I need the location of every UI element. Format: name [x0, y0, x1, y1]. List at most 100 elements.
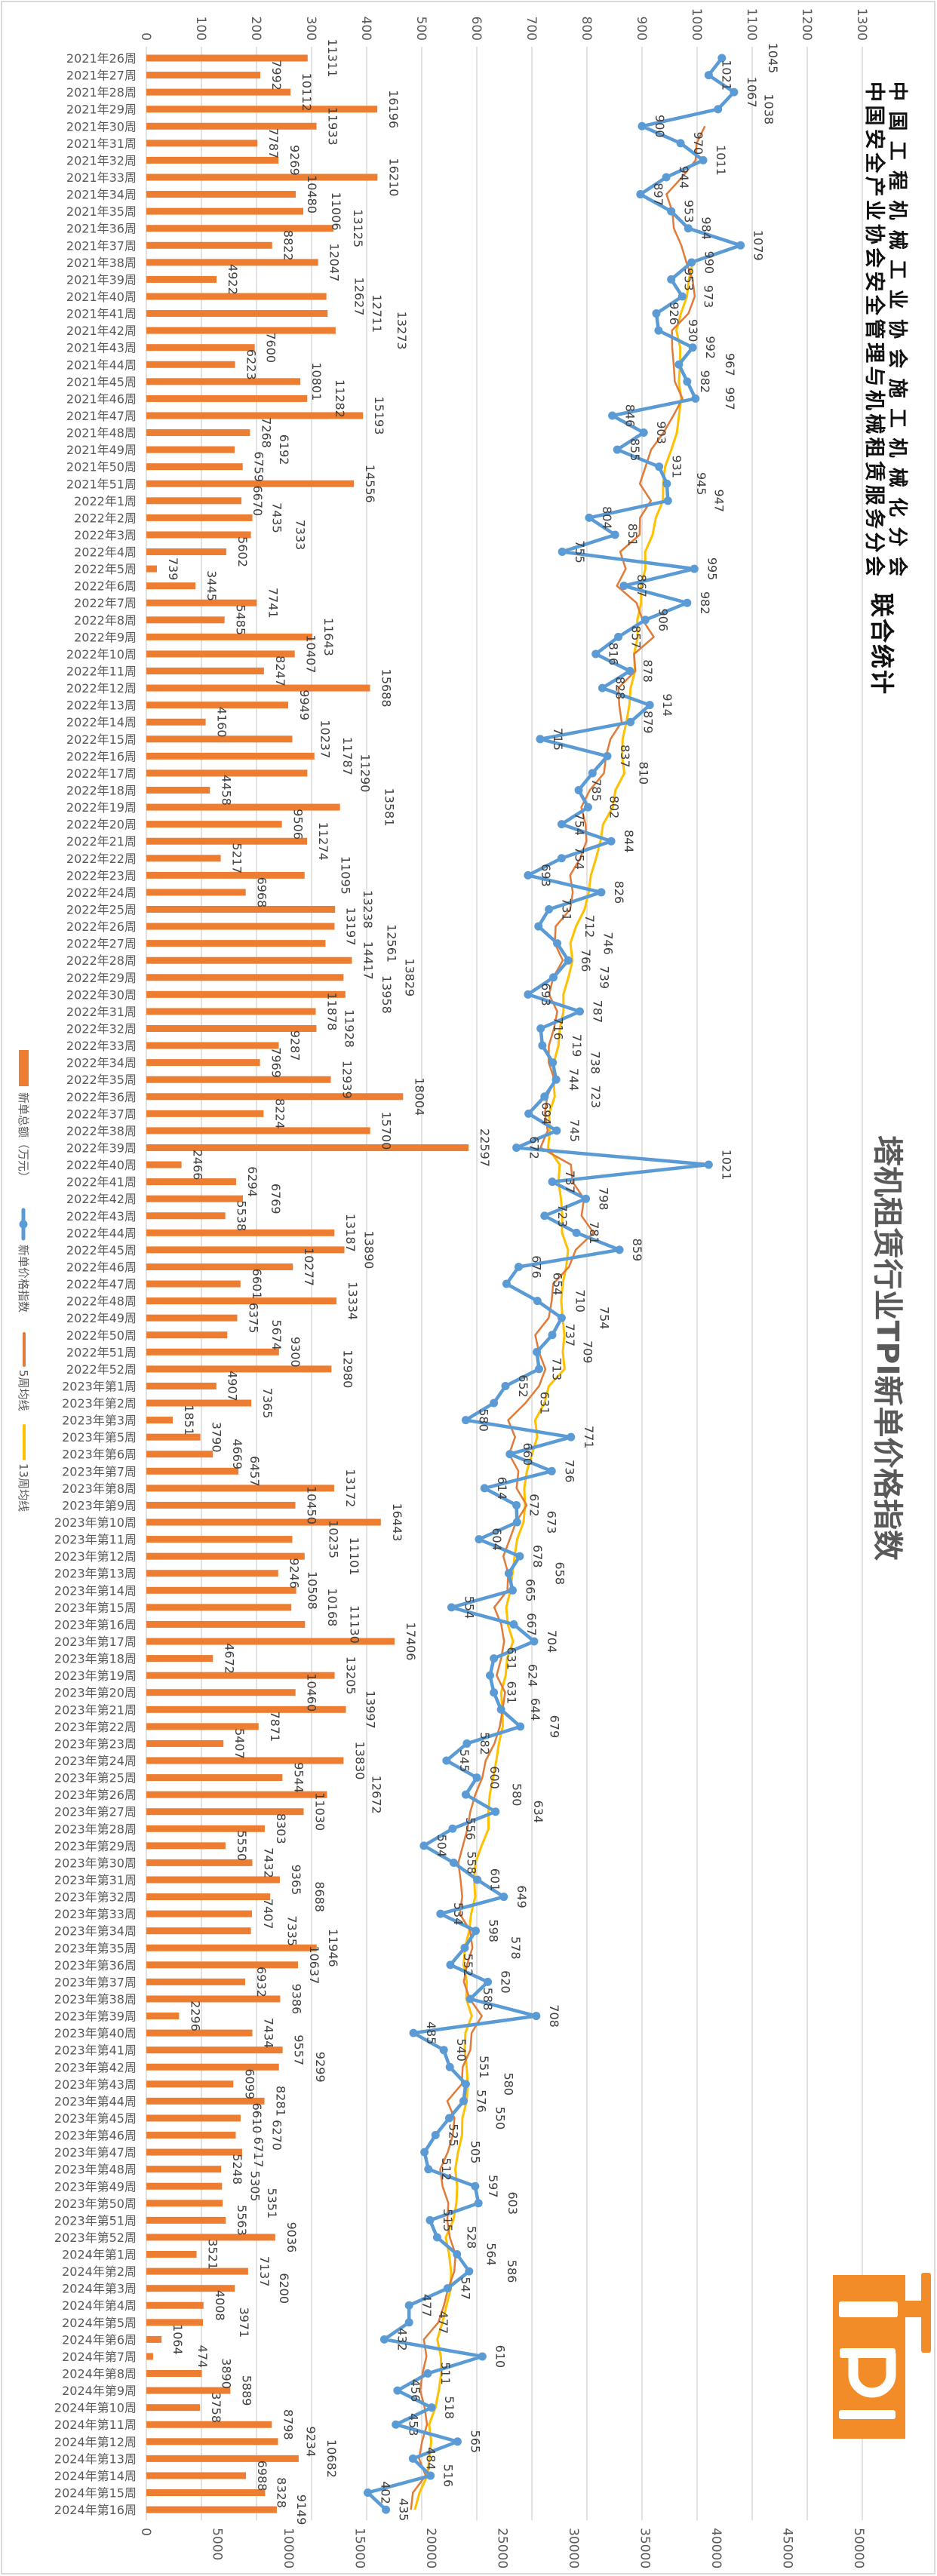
price-index-point[interactable] [730, 88, 739, 97]
price-index-point[interactable] [404, 2318, 413, 2327]
price-index-point[interactable] [636, 190, 645, 199]
price-index-point[interactable] [536, 735, 545, 744]
bar[interactable] [146, 1093, 404, 1101]
bar[interactable] [146, 787, 210, 794]
price-index-point[interactable] [449, 1858, 458, 1867]
price-index-point[interactable] [690, 564, 699, 573]
price-index-point[interactable] [419, 1841, 429, 1850]
bar[interactable] [146, 1689, 296, 1696]
bar[interactable] [146, 344, 255, 352]
bar[interactable] [146, 1399, 252, 1407]
bar[interactable] [146, 1757, 344, 1764]
price-index-point[interactable] [676, 139, 685, 148]
bar[interactable] [146, 2353, 153, 2360]
bar[interactable] [146, 1451, 214, 1458]
bar[interactable] [146, 2267, 248, 2275]
bar[interactable] [146, 2148, 242, 2156]
price-index-point[interactable] [474, 2199, 483, 2208]
bar[interactable] [146, 1178, 236, 1186]
price-index-point[interactable] [626, 717, 635, 726]
price-index-point[interactable] [582, 1194, 591, 1203]
price-index-point[interactable] [512, 1143, 521, 1152]
price-index-point[interactable] [423, 2369, 432, 2378]
price-index-point[interactable] [447, 1603, 456, 1612]
price-index-point[interactable] [557, 854, 566, 863]
price-index-point[interactable] [691, 394, 700, 403]
price-index-point[interactable] [486, 1671, 495, 1680]
price-index-point[interactable] [567, 1432, 576, 1442]
bar[interactable] [146, 1042, 279, 1049]
bar[interactable] [146, 2319, 204, 2326]
price-index-point[interactable] [699, 155, 708, 164]
bar[interactable] [146, 1382, 217, 1389]
bar[interactable] [146, 1774, 283, 1782]
bar[interactable] [146, 293, 327, 300]
bar[interactable] [146, 2421, 272, 2428]
bar[interactable] [146, 259, 318, 266]
price-index-point[interactable] [425, 2215, 435, 2224]
bar[interactable] [146, 1518, 381, 1526]
bar[interactable] [146, 463, 243, 471]
price-index-point[interactable] [501, 1381, 510, 1390]
bar[interactable] [146, 1825, 265, 1832]
price-index-point[interactable] [436, 1909, 445, 1918]
bar[interactable] [146, 548, 226, 556]
bar[interactable] [146, 599, 257, 606]
price-index-point[interactable] [677, 292, 687, 301]
bar[interactable] [146, 1246, 345, 1254]
price-index-point[interactable] [465, 2267, 474, 2276]
bar[interactable] [146, 1706, 346, 1713]
price-index-point[interactable] [524, 990, 533, 999]
price-index-point[interactable] [473, 1875, 482, 1884]
bar[interactable] [146, 582, 196, 590]
price-index-point[interactable] [687, 258, 696, 267]
bar[interactable] [146, 1927, 251, 1935]
bar[interactable] [146, 1536, 293, 1543]
price-index-point[interactable] [558, 548, 567, 557]
price-index-point[interactable] [409, 2028, 418, 2037]
price-index-point[interactable] [545, 905, 554, 913]
bar[interactable] [146, 2063, 279, 2071]
price-index-point[interactable] [674, 360, 684, 369]
bar[interactable] [146, 1655, 214, 1663]
bar[interactable] [146, 1433, 201, 1441]
price-index-point[interactable] [379, 2335, 389, 2344]
price-index-point[interactable] [496, 1705, 505, 1714]
price-index-point[interactable] [583, 803, 592, 812]
price-index-point[interactable] [515, 1552, 524, 1561]
price-index-point[interactable] [548, 1177, 557, 1187]
price-index-point[interactable] [704, 71, 713, 80]
price-index-point[interactable] [524, 1109, 533, 1118]
price-index-point[interactable] [508, 1586, 517, 1595]
bar[interactable] [146, 837, 308, 845]
bar[interactable] [146, 2114, 241, 2122]
bar[interactable] [146, 684, 370, 692]
price-index-point[interactable] [512, 1500, 521, 1509]
bar[interactable] [146, 156, 279, 164]
price-index-point[interactable] [667, 275, 676, 284]
price-index-point[interactable] [684, 224, 693, 233]
bar[interactable] [146, 1485, 334, 1492]
price-index-point[interactable] [532, 2012, 541, 2021]
price-index-point[interactable] [426, 2471, 435, 2480]
bar[interactable] [146, 1859, 253, 1866]
bar[interactable] [146, 106, 378, 113]
price-index-point[interactable] [654, 326, 663, 335]
legend-item-ma13[interactable]: 13周均线 [17, 1424, 30, 1512]
bar[interactable] [146, 2285, 235, 2292]
price-index-point[interactable] [432, 2233, 441, 2242]
price-index-point[interactable] [534, 922, 543, 931]
bar[interactable] [146, 1876, 280, 1884]
price-index-point[interactable] [641, 616, 650, 625]
bar[interactable] [146, 207, 304, 215]
bar[interactable] [146, 361, 235, 368]
bar[interactable] [146, 1620, 306, 1628]
bar[interactable] [146, 2046, 283, 2054]
price-index-point[interactable] [480, 1484, 489, 1493]
price-index-point[interactable] [461, 1416, 470, 1425]
bar[interactable] [146, 1586, 296, 1594]
price-index-point[interactable] [564, 956, 573, 965]
bar[interactable] [146, 1570, 278, 1577]
price-index-point[interactable] [736, 241, 745, 250]
bar[interactable] [146, 940, 326, 947]
